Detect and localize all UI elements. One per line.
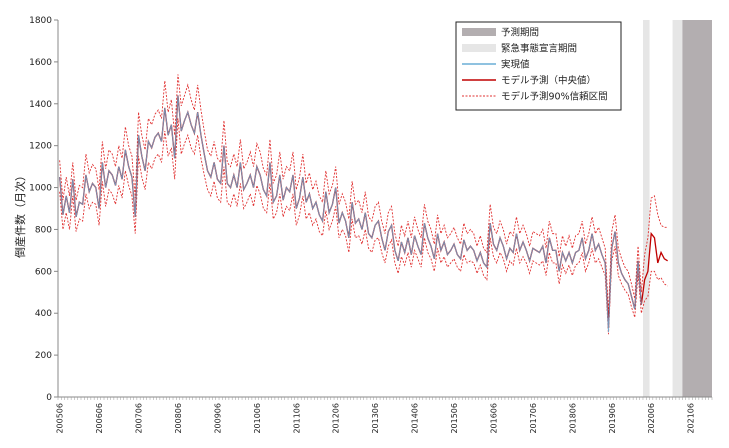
- legend-label: 予測期間: [501, 27, 539, 39]
- x-tick-label: 200606: [95, 403, 104, 434]
- x-tick-label: 201306: [371, 403, 380, 434]
- x-tick-label: 201506: [450, 403, 459, 434]
- axes: 0 200 400 600 800 1000 1200 1400 1600 1800 200506 2…: [29, 16, 713, 434]
- y-tick-label: 600: [35, 267, 52, 277]
- y-tick-label: 800: [35, 225, 52, 235]
- legend-label: モデル予測90%信頼区間: [501, 91, 608, 103]
- x-tick-label: 202106: [687, 403, 696, 434]
- legend-label: モデル予測（中央値）: [501, 75, 596, 87]
- interval-upper-line: [59, 74, 668, 314]
- interval-series: [59, 74, 668, 335]
- y-tick-label: 1200: [29, 142, 52, 152]
- x-tick-label: 201006: [253, 403, 262, 434]
- y-tick-label: 1000: [29, 184, 52, 194]
- legend-label: 実現値: [501, 59, 530, 71]
- y-tick-label: 400: [35, 309, 52, 319]
- x-tick-label: 201106: [292, 403, 301, 434]
- x-tick-label: 200706: [135, 403, 144, 434]
- shaded-period-2: [682, 20, 712, 397]
- x-tick-label: 201606: [489, 403, 498, 434]
- median-series: [58, 95, 668, 328]
- y-tick-label: 0: [46, 393, 52, 403]
- x-tick-label: 200506: [56, 403, 65, 434]
- x-tick-label: 201906: [608, 403, 617, 434]
- median-line: [58, 95, 668, 328]
- y-axis-label: 倒産件数（月次）: [13, 170, 27, 258]
- legend-swatch-forecast: [462, 28, 496, 36]
- x-tick-label: 201806: [568, 403, 577, 434]
- y-tick-label: 200: [35, 351, 52, 361]
- x-tick-label: 201206: [332, 403, 341, 434]
- legend-box: [455, 21, 622, 111]
- actual-series: [59, 95, 642, 333]
- shaded-period-1: [672, 20, 683, 397]
- y-axis-label-group: 倒産件数（月次）: [13, 170, 27, 258]
- x-tick-label: 201406: [411, 403, 420, 434]
- x-tick-label: 201706: [529, 403, 538, 434]
- x-tick-label: 200906: [213, 403, 222, 434]
- legend-swatch-emergency: [462, 44, 496, 52]
- shaded-period-0: [642, 20, 650, 397]
- actual-line: [59, 95, 642, 333]
- legend-label: 緊急事態宣言期間: [501, 43, 577, 55]
- y-tick-label: 1800: [29, 16, 52, 26]
- interval-lower-line: [59, 118, 668, 335]
- shaded-periods: [642, 20, 712, 397]
- y-tick-label: 1600: [29, 58, 52, 68]
- y-tick-label: 1400: [29, 100, 52, 110]
- x-tick-label: 200806: [174, 403, 183, 434]
- x-tick-label: 202006: [647, 403, 656, 434]
